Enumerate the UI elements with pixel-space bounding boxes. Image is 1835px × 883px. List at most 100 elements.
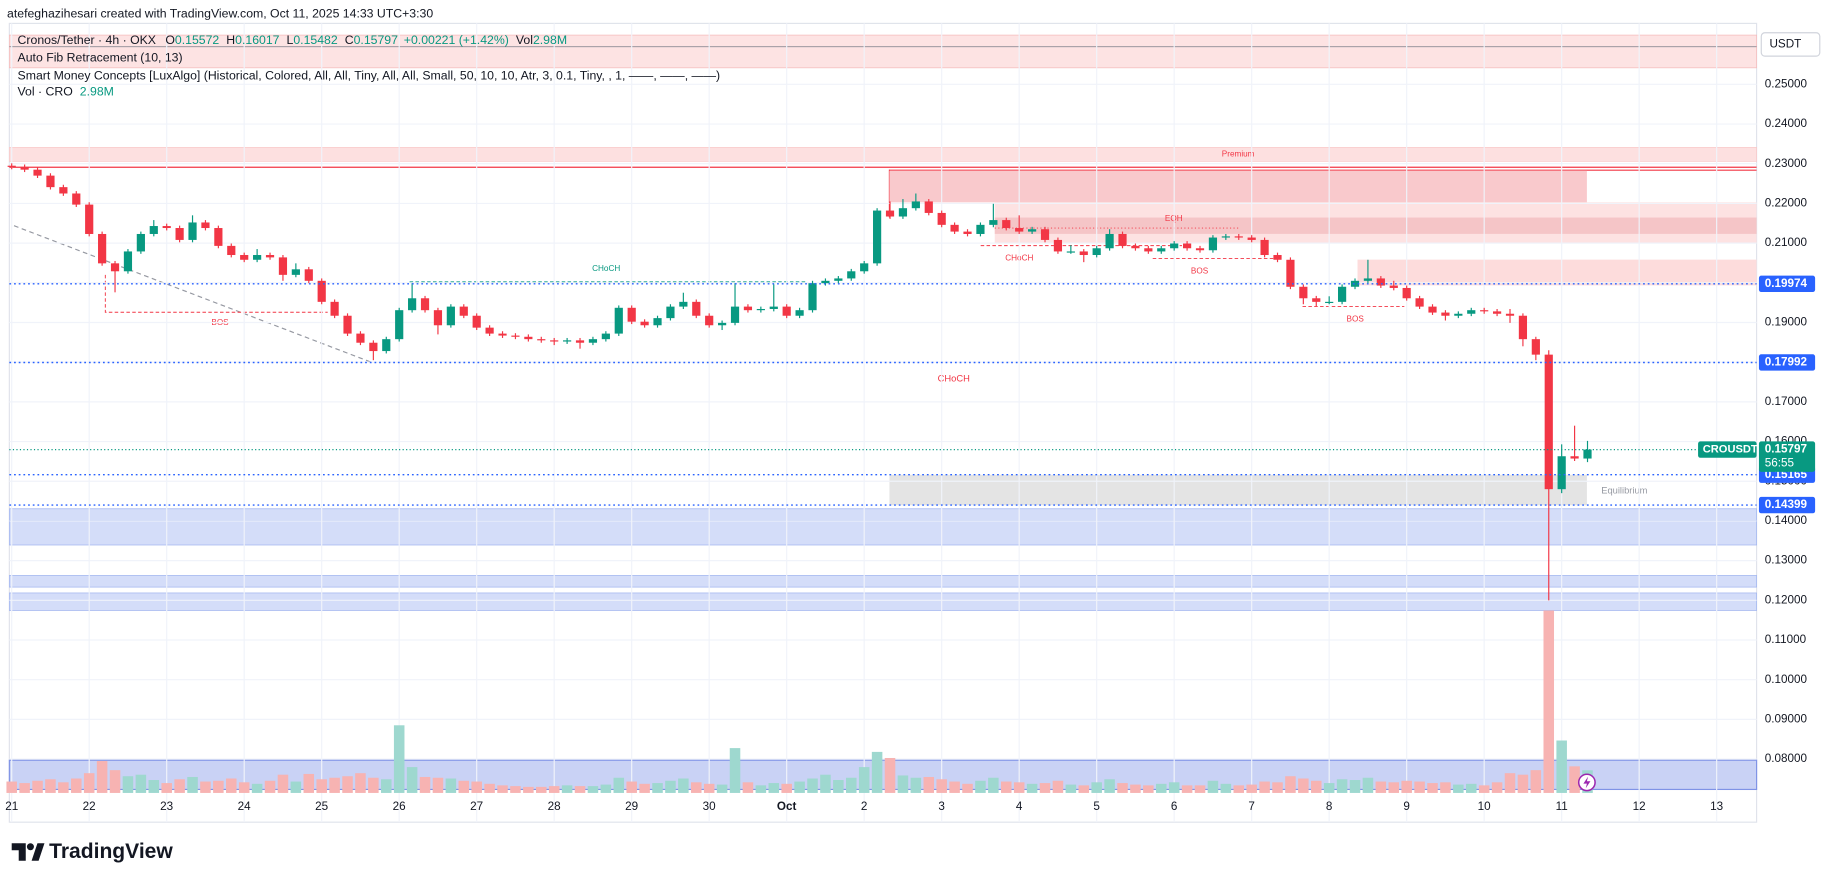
candle-body	[769, 306, 778, 309]
candle-body	[575, 340, 585, 343]
volume-legend: Vol · CRO 2.98M	[18, 85, 114, 99]
candle-body	[1325, 301, 1334, 304]
candle-body	[291, 269, 300, 275]
candle-body	[1221, 236, 1230, 238]
volume-bar	[19, 783, 30, 793]
candle-body	[214, 228, 223, 246]
candle-body	[459, 306, 468, 316]
candle-body	[1028, 229, 1037, 232]
candle-body	[1195, 248, 1205, 251]
candle-body	[1183, 243, 1192, 249]
indicator-label: Smart Money Concepts [LuxAlgo] (Historic…	[18, 68, 721, 82]
candle-body	[343, 315, 352, 334]
annotation: BOS	[1347, 314, 1365, 323]
demand-zone	[9, 592, 1757, 611]
legend-change: +0.00221 (+1.42%)	[404, 33, 509, 47]
candle-body	[1053, 239, 1063, 252]
candle-body	[253, 255, 262, 260]
candle-body	[1557, 456, 1566, 490]
candle-body	[85, 204, 94, 234]
candle-body	[1118, 233, 1127, 246]
candle-body	[950, 224, 959, 232]
candle-body	[46, 175, 55, 188]
level-label: 0.19974	[1765, 277, 1808, 290]
volume-bar	[988, 777, 999, 793]
candle-body	[136, 233, 145, 252]
candle-body	[408, 298, 417, 311]
volume-bar	[1453, 784, 1464, 793]
demand-zone	[9, 575, 1757, 588]
annotation: Premium	[1222, 150, 1255, 159]
volume-bar	[1556, 740, 1567, 793]
volume-bar	[884, 757, 896, 793]
volume-bar	[1285, 776, 1296, 793]
candle-body	[1079, 251, 1088, 256]
volume-bar	[1143, 785, 1154, 793]
volume-bar	[432, 777, 444, 793]
candle-body	[730, 306, 740, 323]
candle-body	[653, 318, 662, 326]
volume-bar	[703, 783, 715, 793]
candle-body	[1040, 229, 1050, 240]
volume-bar	[794, 781, 805, 793]
candle-body	[1002, 220, 1011, 229]
volume-name: Vol · CRO	[18, 85, 73, 99]
logo-mark	[26, 843, 34, 851]
candle-body	[162, 226, 171, 229]
candle-body	[265, 255, 275, 258]
candle-body	[1337, 286, 1347, 302]
candle-body	[201, 222, 210, 229]
volume-bar	[445, 778, 457, 793]
currency-button[interactable]	[1760, 32, 1821, 57]
y-tick-label: 0.12000	[1765, 593, 1808, 606]
candle-body	[1531, 339, 1540, 355]
volume-bar	[1465, 783, 1477, 793]
volume-bar	[83, 773, 95, 793]
volume-bar	[781, 783, 792, 793]
candle-body	[123, 251, 133, 272]
candle-body	[1350, 280, 1360, 287]
volume-bar	[1168, 782, 1180, 793]
candle-body	[1363, 278, 1373, 281]
volume-bar	[264, 780, 276, 793]
demand-zone	[8, 759, 1758, 791]
volume-bar	[846, 777, 857, 793]
candle-body	[1583, 449, 1592, 459]
y-tick-label: 0.24000	[1765, 117, 1808, 130]
candle-body	[1518, 315, 1528, 340]
volume-bar	[1569, 766, 1580, 793]
legend-label: C	[345, 33, 354, 47]
candle-body	[524, 336, 533, 340]
volume-bar	[510, 786, 521, 793]
candle-body	[511, 335, 520, 337]
candle-body	[537, 339, 546, 341]
candle-body	[498, 333, 507, 336]
volume-bar	[1117, 783, 1128, 793]
candle-body	[924, 201, 933, 213]
logo-mark	[31, 843, 45, 861]
volume-bar	[484, 783, 495, 793]
candle-body	[627, 307, 636, 322]
volume-bar	[949, 781, 960, 793]
volume-bar	[1155, 783, 1167, 793]
volume-bar	[1530, 770, 1542, 793]
candle-body	[278, 257, 288, 275]
volume-bar	[548, 786, 560, 793]
volume-bar	[936, 779, 947, 793]
countdown: 56:55	[1765, 457, 1795, 470]
volume-bar	[871, 751, 883, 793]
y-tick-label: 0.23000	[1765, 157, 1808, 170]
candle-body	[317, 280, 326, 302]
volume-bar	[600, 784, 612, 793]
volume-bar	[329, 777, 340, 793]
volume-bar	[45, 779, 56, 793]
x-tick-label: 8	[1326, 800, 1333, 813]
candle-body	[1570, 456, 1579, 459]
volume-bar	[1207, 780, 1219, 793]
volume-bar	[58, 782, 69, 793]
candle-body	[188, 222, 197, 240]
equilibrium-zone	[889, 474, 1587, 506]
annotation: Equilibrium	[1601, 486, 1647, 496]
